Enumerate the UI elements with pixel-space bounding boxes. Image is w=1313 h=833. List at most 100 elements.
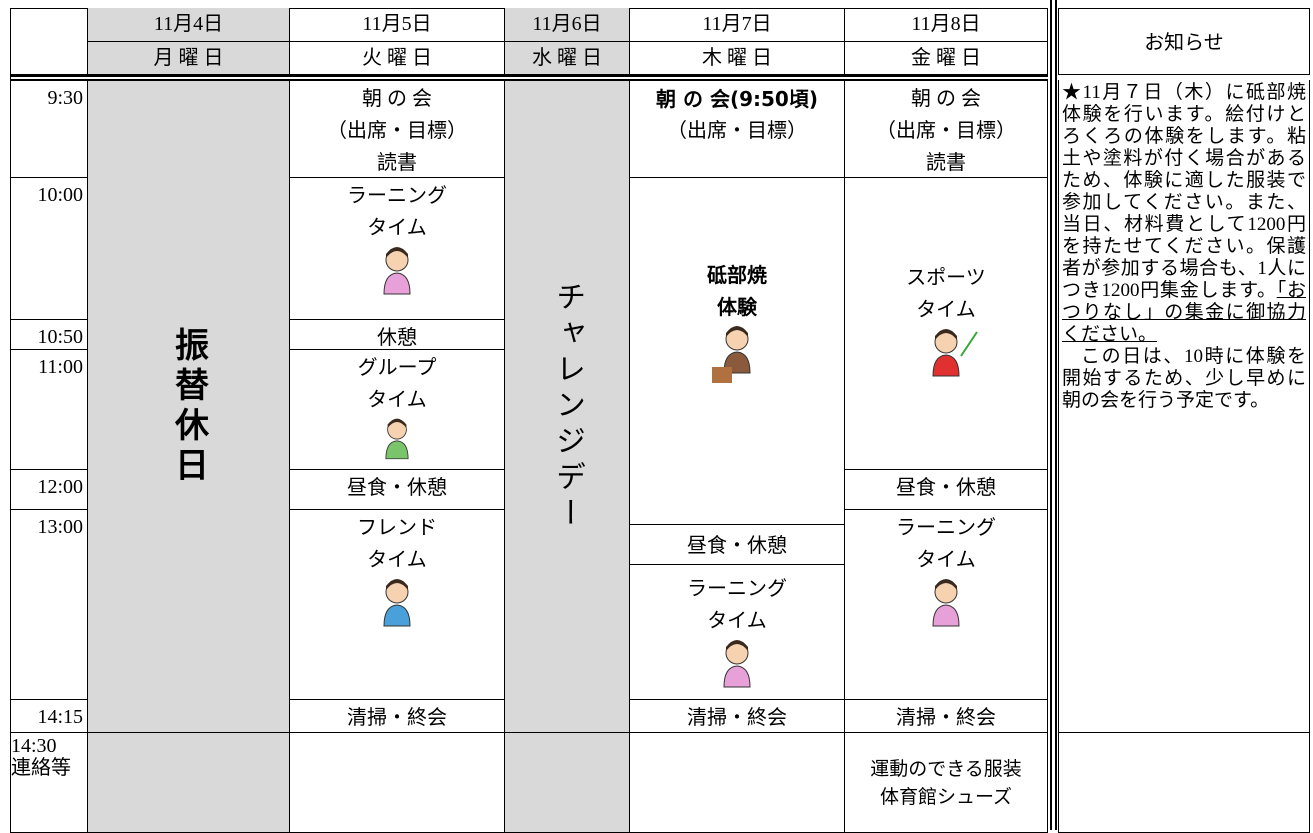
cell-text: 運動のできる服装 [870,758,1022,780]
cell-text: タイム [367,217,427,239]
illustration [383,247,411,295]
date-header: 11月8日 [845,8,1048,42]
time-label: 12:00 [10,470,88,510]
cell: 昼食・休憩 [845,470,1048,510]
date-header: 11月7日 [630,8,845,42]
cell-text: 休憩 [377,327,417,349]
cell-text: 14:15 [37,706,83,728]
cell-text: 木 曜 日 [702,47,772,69]
weekday-header: 月 曜 日 [88,42,290,75]
time-label: 14:30 連絡等 [10,733,88,833]
notice-empty [1058,733,1310,833]
cell: スポーツ タイム [845,178,1048,470]
cell-text: 砥部焼 [707,263,767,287]
cell-text: ラーニング [347,185,447,207]
cell-text: グループ [357,357,437,379]
illustration [712,326,751,383]
cell-text: 振替休日 [168,326,209,487]
cell-text: 11月5日 [362,13,432,35]
time-label: 11:00 [10,350,88,470]
cell: 砥部焼 体験 [630,178,845,525]
illustration [723,640,751,688]
cell: ラーニング タイム [290,178,505,320]
notice-text: この日は、10時に体験を開始するため、少し早めに朝の会を行う予定です。 [1062,346,1306,411]
cell: 休憩 [290,320,505,350]
cell: ラーニング タイム [630,565,845,700]
date-header: 11月4日 [88,8,290,42]
cell-text: 金 曜 日 [911,47,981,69]
illustration [385,418,409,460]
cell-text: 体育館シューズ [879,786,1013,808]
cell-text: 10:50 [37,326,83,348]
cell-empty [290,733,505,833]
cell-text: 朝 の 会(9:50頃) [656,87,818,111]
cell-text: 体験 [717,295,757,319]
cell-text: （出席・目標） [876,120,1016,142]
contact-label: 連絡等 [11,757,71,779]
illustration [932,579,960,627]
notice-underlined: 「おつりなし」の集金に御協力ください。 [1062,280,1306,345]
cell-text: 10:00 [37,184,83,206]
cell-text: 朝 の 会 [911,88,981,110]
cell-text: 昼食・休憩 [687,534,787,557]
cell-text: 清掃・終会 [896,707,996,729]
cell: 清掃・終会 [290,700,505,733]
cell: 朝 の 会(9:50頃) （出席・目標） [630,81,845,178]
cell: 運動のできる服装 体育館シューズ [845,733,1048,833]
cell-text: チャレンジデー [551,280,584,533]
cell: 朝 の 会 （出席・目標） 読書 [845,81,1048,178]
cell-text: 昼食・休憩 [896,477,996,499]
cell-text: 11:00 [38,356,83,378]
border [10,75,1048,77]
time-label: 14:15 [10,700,88,733]
cell-text: フレンド [357,517,437,539]
header-corner [10,8,88,75]
cell-text: 12:00 [37,476,83,498]
cell: ラーニング タイム [845,510,1048,700]
time-label: 10:00 [10,178,88,320]
weekday-header: 水 曜 日 [505,42,630,75]
cell-text: 火 曜 日 [362,47,432,69]
notice-text: ★11月７日（木）に砥部焼体験を行います。絵付けとろくろの体験をします。粘土や塗… [1062,82,1306,301]
weekday-header: 火 曜 日 [290,42,505,75]
cell-empty [88,733,290,833]
cell-text: 月 曜 日 [153,47,224,69]
border [1055,0,1057,830]
cell-text: 11月7日 [702,13,772,35]
cell-text: タイム [916,298,976,321]
cell: 昼食・休憩 [290,470,505,510]
cell: 清掃・終会 [630,700,845,733]
cell-text: 水 曜 日 [532,47,602,69]
cell-text: ラーニング [896,517,996,539]
border [1050,0,1052,830]
date-header: 11月6日 [505,8,630,42]
cell-text: 9:30 [47,87,83,109]
cell: グループ タイム [290,350,505,470]
cell-empty [630,733,845,833]
weekday-header: 金 曜 日 [845,42,1048,75]
date-header: 11月5日 [290,8,505,42]
cell: 清掃・終会 [845,700,1048,733]
holiday: 振替休日 [88,81,290,733]
cell-text: タイム [367,389,427,411]
cell-text: タイム [916,549,976,571]
cell-text: 読書 [377,152,417,174]
cell-text: 朝 の 会 [362,88,432,110]
cell: 昼食・休憩 [630,525,845,565]
cell-text: 13:00 [37,516,83,538]
time-label: 9:30 [10,81,88,178]
time-label: 10:50 [10,320,88,350]
cell-text: 読書 [926,152,966,174]
cell-text: タイム [707,610,767,632]
cell-text: （出席・目標） [327,120,467,142]
challenge-day: チャレンジデー [505,81,630,733]
cell-text: 14:30 [11,735,57,757]
cell-empty [505,733,630,833]
cell-text: スポーツ [906,266,986,289]
notice-title: お知らせ [1058,8,1310,75]
cell: 朝 の 会 （出席・目標） 読書 [290,81,505,178]
cell-text: 清掃・終会 [347,707,447,729]
cell: フレンド タイム [290,510,505,700]
cell-text: 昼食・休憩 [347,477,447,499]
